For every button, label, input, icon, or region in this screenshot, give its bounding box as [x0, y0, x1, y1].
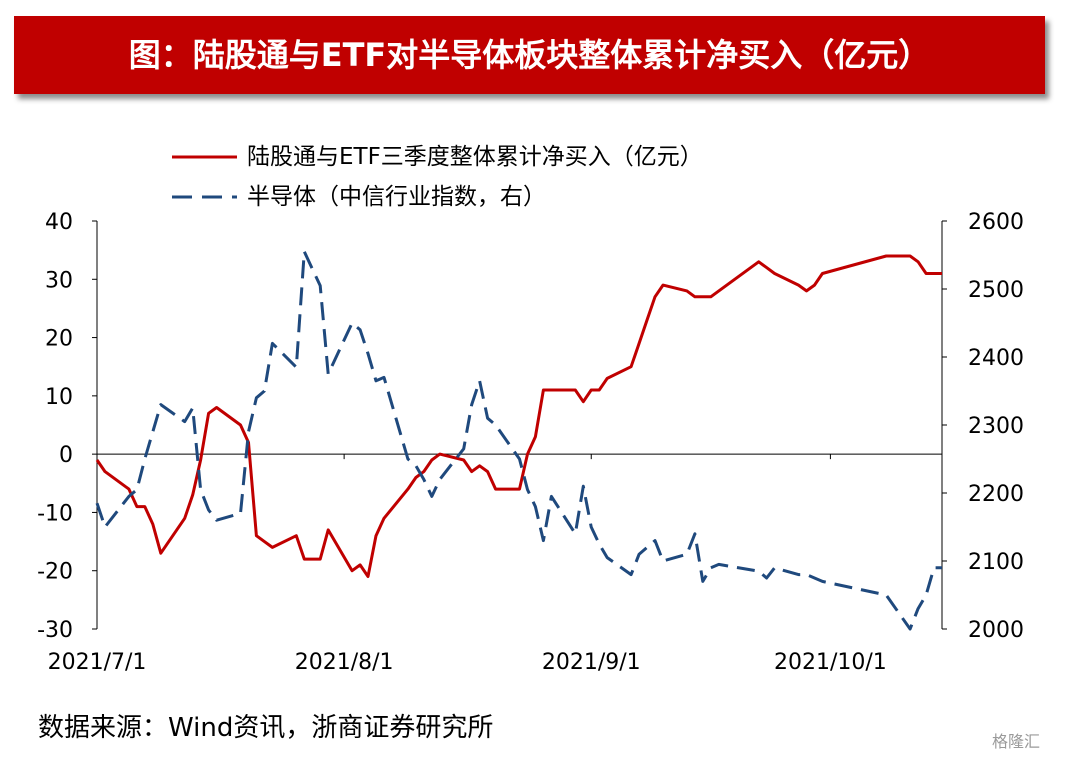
left-tick-label: 20: [45, 327, 73, 352]
series-lines: [95, 250, 942, 631]
right-tick-label: 2100: [968, 550, 1024, 575]
left-tick-label: 30: [45, 268, 73, 293]
right-tick-label: 2200: [968, 482, 1024, 507]
axes: -30 -20 -10 0 10 20 30 40 2000 2100 2200 2300 2400 25…: [37, 210, 1024, 675]
chart-title: 图：陆股通与ETF对半导体板块整体累计净买入（亿元）: [128, 36, 931, 74]
watermark: 格隆汇: [992, 732, 1041, 751]
left-tick-label: 10: [45, 385, 73, 410]
net-buy-series-line: [95, 254, 942, 578]
x-tick-label: 2021/8/1: [295, 650, 394, 675]
left-tick-label: 40: [45, 210, 73, 235]
right-tick-label: 2000: [968, 618, 1024, 643]
legend-label-semiconductor: 半导体（中信行业指数，右）: [247, 184, 546, 210]
left-tick-label: -30: [37, 618, 73, 643]
left-tick-label: 0: [59, 443, 73, 468]
x-tick-label: 2021/7/1: [48, 650, 147, 675]
right-tick-label: 2600: [968, 210, 1024, 235]
x-tick-label: 2021/9/1: [542, 650, 641, 675]
left-tick-label: -10: [37, 501, 73, 526]
title-bar: 图：陆股通与ETF对半导体板块整体累计净买入（亿元）: [14, 16, 1045, 94]
x-tick-label: 2021/10/1: [774, 650, 887, 675]
semiconductor-index-series-line: [95, 250, 942, 631]
left-tick-label: -20: [37, 560, 73, 585]
legend: 陆股通与ETF三季度整体累计净买入（亿元） 半导体（中信行业指数，右）: [172, 144, 703, 210]
right-tick-label: 2400: [968, 346, 1024, 371]
chart: 陆股通与ETF三季度整体累计净买入（亿元） 半导体（中信行业指数，右） -30 -2…: [37, 144, 1024, 675]
right-tick-label: 2500: [968, 278, 1024, 303]
source-note: 数据来源：Wind资讯，浙商证券研究所: [38, 713, 494, 743]
right-tick-label: 2300: [968, 414, 1024, 439]
legend-label-net-buy: 陆股通与ETF三季度整体累计净买入（亿元）: [247, 144, 703, 170]
